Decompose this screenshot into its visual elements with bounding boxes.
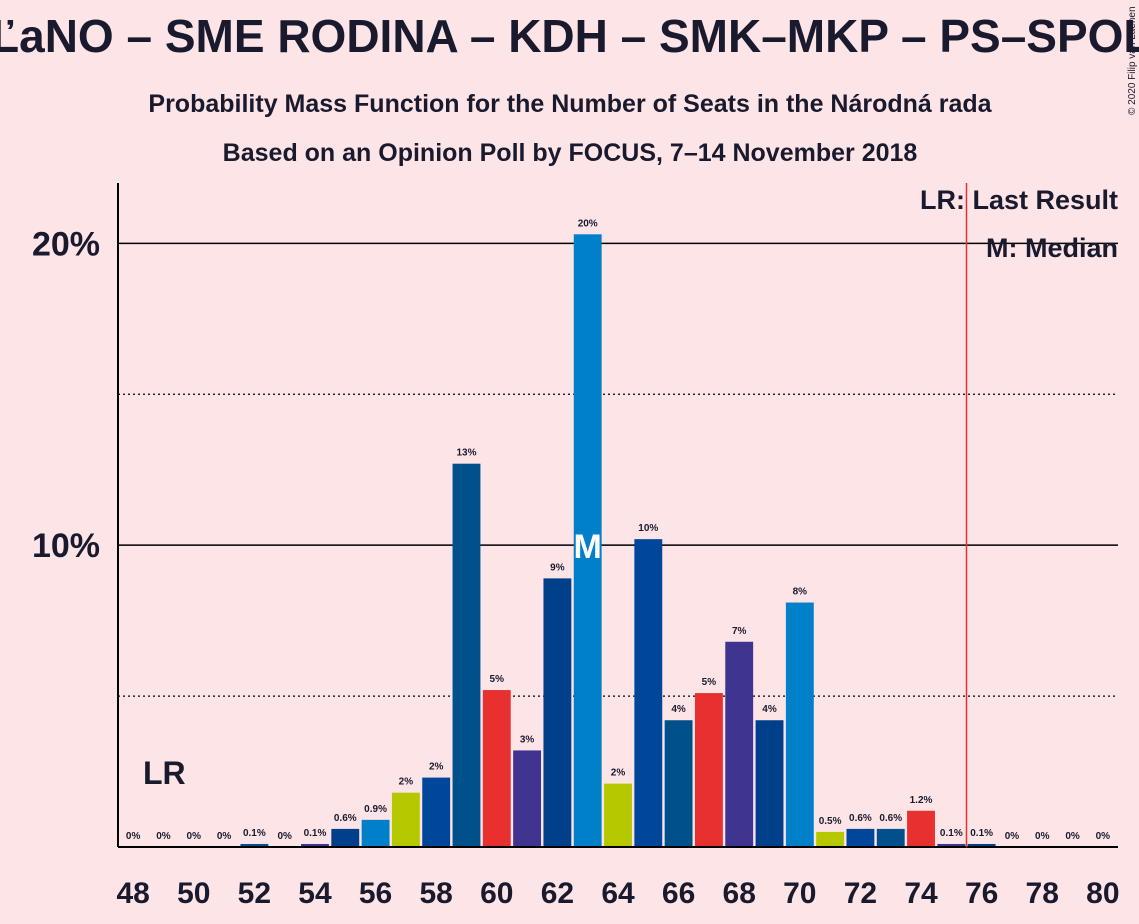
x-tick-label: 48 bbox=[116, 877, 149, 910]
data-label: 0% bbox=[1005, 831, 1020, 842]
bar bbox=[361, 819, 390, 847]
data-label: 0% bbox=[156, 831, 171, 842]
data-label: 5% bbox=[490, 674, 505, 685]
y-tick-label: 10% bbox=[32, 527, 100, 565]
subtitle: Probability Mass Function for the Number… bbox=[148, 90, 992, 118]
x-tick-label: 66 bbox=[662, 877, 695, 910]
bar bbox=[240, 843, 269, 847]
data-label: 7% bbox=[732, 626, 747, 637]
data-label: 9% bbox=[550, 562, 565, 573]
x-tick-label: 58 bbox=[419, 877, 452, 910]
bar bbox=[816, 831, 845, 847]
bar bbox=[785, 602, 814, 847]
bar bbox=[452, 463, 481, 847]
copyright: © 2020 Filip van Laenen bbox=[1127, 6, 1138, 115]
data-label: 0% bbox=[1065, 831, 1080, 842]
x-tick-label: 60 bbox=[480, 877, 513, 910]
data-label: 0.6% bbox=[879, 813, 902, 824]
x-tick-label: 80 bbox=[1086, 877, 1119, 910]
bar bbox=[967, 843, 996, 847]
bar bbox=[482, 690, 511, 847]
data-label: 4% bbox=[671, 704, 686, 715]
legend-entry: M: Median bbox=[986, 233, 1118, 263]
subtitle: Based on an Opinion Poll by FOCUS, 7–14 … bbox=[223, 139, 918, 167]
data-label: 0% bbox=[1035, 831, 1050, 842]
x-tick-label: 62 bbox=[541, 877, 574, 910]
data-label: 8% bbox=[793, 587, 808, 598]
data-label: 0% bbox=[126, 831, 141, 842]
x-tick-label: 74 bbox=[904, 877, 938, 910]
bar bbox=[634, 539, 663, 847]
bar bbox=[907, 810, 935, 847]
data-label: 0% bbox=[217, 831, 232, 842]
median-marker: M bbox=[574, 528, 602, 566]
last-result-label: LR bbox=[143, 755, 186, 791]
data-label: 0.5% bbox=[819, 816, 842, 827]
bar bbox=[725, 641, 754, 847]
data-label: 2% bbox=[399, 777, 414, 788]
x-tick-label: 56 bbox=[359, 877, 392, 910]
data-label: 0.6% bbox=[849, 813, 872, 824]
bar bbox=[331, 828, 360, 847]
data-label: 0.1% bbox=[304, 828, 327, 839]
x-tick-label: 70 bbox=[783, 877, 816, 910]
data-label: 2% bbox=[611, 768, 626, 779]
bar bbox=[513, 750, 542, 847]
data-label: 0% bbox=[1096, 831, 1111, 842]
bar bbox=[755, 720, 784, 847]
data-label: 1.2% bbox=[910, 795, 933, 806]
bar bbox=[543, 578, 572, 847]
bar bbox=[391, 792, 420, 847]
legend-entry: LR: Last Result bbox=[920, 185, 1118, 215]
x-tick-label: 52 bbox=[238, 877, 271, 910]
bar bbox=[846, 828, 875, 847]
x-tick-label: 54 bbox=[298, 877, 332, 910]
data-label: 0.1% bbox=[243, 828, 266, 839]
bar bbox=[664, 720, 693, 847]
x-tick-label: 64 bbox=[601, 877, 635, 910]
bar bbox=[937, 843, 966, 847]
data-label: 20% bbox=[578, 218, 598, 229]
x-tick-label: 50 bbox=[177, 877, 210, 910]
data-label: 2% bbox=[429, 762, 444, 773]
data-label: 10% bbox=[638, 523, 658, 534]
bar bbox=[573, 234, 602, 848]
data-label: 0.6% bbox=[334, 813, 357, 824]
bar bbox=[301, 843, 329, 847]
data-label: 3% bbox=[520, 734, 535, 745]
data-label: 0.1% bbox=[940, 828, 963, 839]
data-label: 4% bbox=[762, 704, 777, 715]
data-label: 0% bbox=[277, 831, 292, 842]
bar bbox=[876, 828, 905, 847]
bar bbox=[694, 693, 723, 847]
x-tick-label: 76 bbox=[965, 877, 998, 910]
chart-title: OĽaNO – SME RODINA – KDH – SMK–MKP – PS–… bbox=[0, 10, 1139, 62]
y-tick-label: 20% bbox=[32, 225, 100, 263]
data-label: 0% bbox=[187, 831, 202, 842]
bar bbox=[604, 783, 632, 847]
x-tick-label: 78 bbox=[1026, 877, 1059, 910]
data-label: 13% bbox=[456, 448, 476, 459]
x-tick-label: 68 bbox=[723, 877, 756, 910]
data-label: 5% bbox=[702, 677, 717, 688]
x-tick-label: 72 bbox=[844, 877, 877, 910]
data-label: 0.9% bbox=[364, 804, 387, 815]
bar bbox=[422, 777, 451, 847]
data-label: 0.1% bbox=[970, 828, 993, 839]
